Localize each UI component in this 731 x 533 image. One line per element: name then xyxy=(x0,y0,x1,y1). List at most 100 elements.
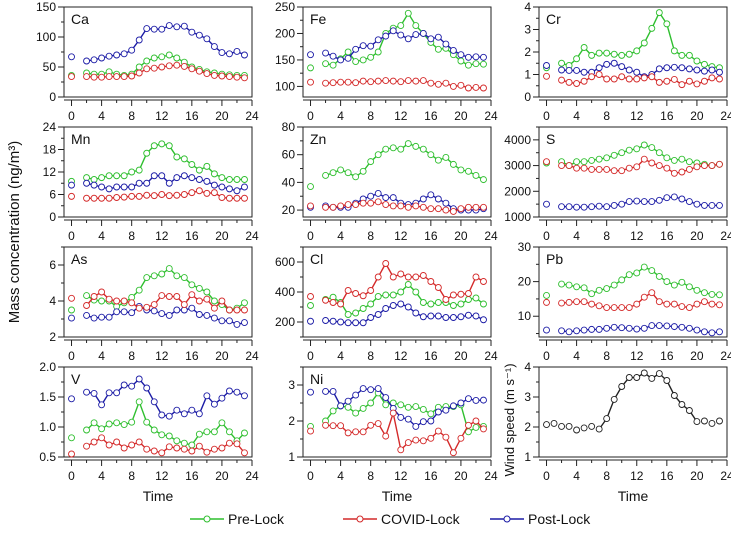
y-tick-label: 10 xyxy=(518,309,532,323)
x-tick-label: 0 xyxy=(68,349,75,363)
pre-lock-point xyxy=(180,274,188,282)
x-tick-label: 24 xyxy=(245,469,259,483)
covid-lock-point xyxy=(543,158,550,166)
pre-lock-point xyxy=(663,20,671,28)
pre-lock-point xyxy=(543,292,550,299)
x-tick-label: 0 xyxy=(68,469,75,483)
covid-lock-point xyxy=(352,290,360,297)
post-lock-point xyxy=(188,28,196,36)
post-lock-point xyxy=(352,391,360,399)
post-lock-point xyxy=(113,51,121,59)
y-tick-label: 6 xyxy=(49,188,56,202)
covid-lock-point xyxy=(457,205,465,213)
pre-lock-point xyxy=(595,49,603,57)
post-lock-point xyxy=(352,45,360,53)
covid-lock-point xyxy=(233,440,241,448)
covid-lock-point xyxy=(337,422,345,430)
covid-lock-point xyxy=(442,433,450,441)
covid-lock-point xyxy=(397,446,405,454)
post-lock-point xyxy=(203,177,211,185)
covid-lock-point xyxy=(367,421,375,429)
x-tick-label: 12 xyxy=(630,109,644,123)
y-tick-label: 1000 xyxy=(504,210,531,224)
covid-lock-point xyxy=(655,78,663,86)
covid-lock-point xyxy=(457,290,465,298)
pre-lock-point xyxy=(241,299,248,307)
post-lock-point xyxy=(128,382,136,390)
covid-lock-point xyxy=(663,77,671,85)
covid-lock-point xyxy=(427,278,435,285)
pre-lock-point xyxy=(344,48,352,56)
covid-lock-line xyxy=(325,79,484,89)
pre-lock-point xyxy=(663,154,671,162)
covid-lock-point xyxy=(419,272,427,279)
pre-lock-point xyxy=(352,409,360,417)
covid-lock-point xyxy=(173,293,181,300)
pre-lock-point xyxy=(374,48,382,56)
pre-lock-point xyxy=(640,141,648,149)
covid-lock-point xyxy=(558,299,566,307)
covid-lock-point xyxy=(397,270,405,278)
pre-lock-line xyxy=(325,142,484,181)
panel-label: Pb xyxy=(546,251,563,267)
post-lock-point xyxy=(68,314,75,322)
covid-lock-point xyxy=(618,304,626,312)
covid-lock-point xyxy=(434,284,442,291)
y-tick-label: 4 xyxy=(524,360,531,374)
x-tick-label: 24 xyxy=(245,229,259,243)
covid-lock-point xyxy=(329,299,337,306)
pre-lock-point xyxy=(419,145,427,153)
post-lock-point xyxy=(543,326,550,334)
wind-speed-point xyxy=(603,415,611,423)
y-tick-label: 1 xyxy=(524,450,531,464)
covid-lock-point xyxy=(98,288,106,296)
post-lock-point xyxy=(165,179,173,187)
post-lock-point xyxy=(595,202,603,210)
pre-lock-point xyxy=(173,437,181,445)
panel-label: As xyxy=(71,251,87,267)
post-lock-point xyxy=(427,35,435,43)
post-lock-point xyxy=(716,201,723,209)
panel-label: V xyxy=(71,371,81,387)
x-tick-label: 0 xyxy=(543,229,550,243)
post-lock-point xyxy=(663,322,671,330)
covid-lock-point xyxy=(700,77,708,85)
pre-lock-point xyxy=(143,418,151,426)
y-tick-label: 18 xyxy=(43,143,57,157)
panel-mn: 0 4 8 12 16 20 24 0 6 12 18 24 Mn xyxy=(43,120,259,243)
covid-lock-point xyxy=(693,300,701,308)
x-tick-label: 20 xyxy=(690,109,704,123)
x-tick-label: 20 xyxy=(215,349,229,363)
post-lock-point xyxy=(203,392,211,400)
covid-lock-point xyxy=(180,191,188,198)
covid-lock-point xyxy=(83,194,91,202)
panel-label: S xyxy=(546,131,555,147)
pre-lock-point xyxy=(678,51,686,59)
pre-lock-point xyxy=(135,63,143,71)
pre-lock-point xyxy=(98,425,106,433)
pre-lock-point xyxy=(397,401,405,409)
covid-lock-point xyxy=(158,449,166,457)
post-lock-point xyxy=(120,183,128,191)
post-lock-point xyxy=(180,22,188,30)
covid-lock-point xyxy=(603,165,611,173)
post-lock-point xyxy=(158,25,166,33)
pre-lock-point xyxy=(150,426,158,434)
pre-lock-point xyxy=(685,283,693,291)
pre-lock-point xyxy=(180,439,188,447)
y-tick-label: 4 xyxy=(49,294,56,308)
post-lock-point xyxy=(143,179,151,187)
y-tick-label: 1 xyxy=(524,68,531,82)
pre-lock-point xyxy=(427,151,435,159)
pre-lock-point xyxy=(367,158,375,166)
covid-lock-point xyxy=(329,422,337,430)
pre-lock-point xyxy=(307,183,314,190)
covid-lock-point xyxy=(419,77,427,85)
post-lock-line xyxy=(561,324,720,334)
x-tick-label: 12 xyxy=(630,229,644,243)
y-tick-label: 2000 xyxy=(504,184,531,198)
x-tick-label: 20 xyxy=(215,229,229,243)
covid-lock-point xyxy=(404,273,412,281)
x-tick-label: 8 xyxy=(603,229,610,243)
covid-lock-point xyxy=(595,165,603,173)
